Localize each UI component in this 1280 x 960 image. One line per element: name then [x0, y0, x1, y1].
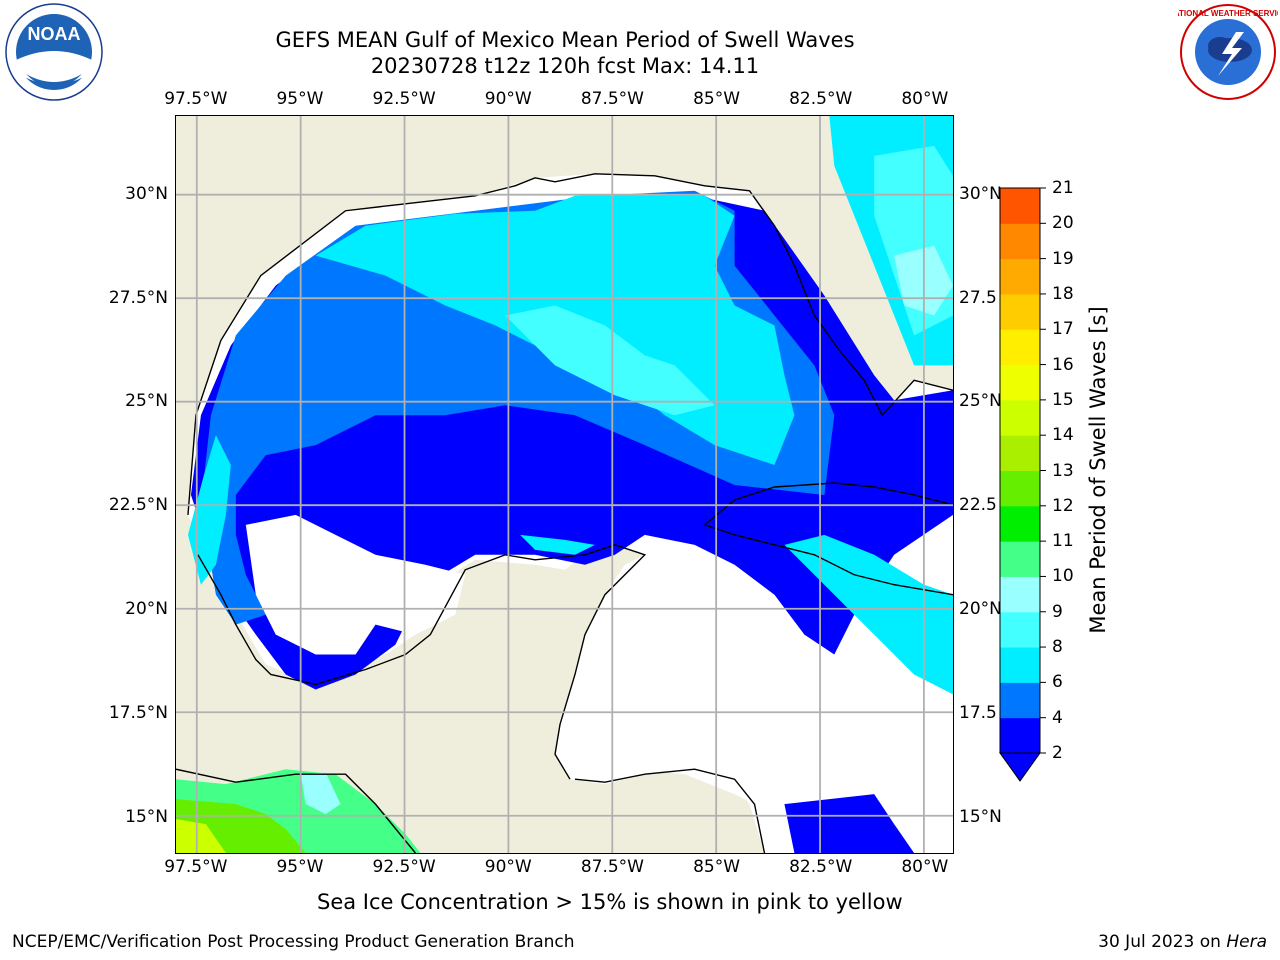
swell-region-pacific-cyan [300, 772, 341, 815]
latitude-label-right: 22.5 [959, 495, 997, 516]
longitude-label: 95°W [276, 857, 324, 877]
colorbar-segment [1000, 188, 1040, 224]
latitude-label-right: 17.5 [959, 702, 997, 723]
colorbar-segment [1000, 293, 1040, 330]
coastline-central-america [176, 768, 416, 853]
noaa-logo-text: NOAA [28, 24, 81, 44]
coastline-cuba [704, 482, 953, 526]
colorbar-segment [1000, 470, 1040, 507]
chart-subtitle: 20230728 t12z 120h fcst Max: 14.11 [370, 54, 760, 78]
colorbar-tick-label: 6 [1052, 672, 1063, 693]
longitude-label: 87.5°W [580, 89, 644, 109]
colorbar-segment [1000, 682, 1040, 719]
colorbar-label: Mean Period of Swell Waves [s] [1086, 306, 1110, 634]
colorbar-tick-label: 2 [1052, 743, 1063, 763]
longitude-label: 97.5°W [164, 857, 228, 877]
longitude-label: 80°W [901, 89, 949, 109]
swell-region-pacific-max [176, 819, 226, 853]
colorbar [999, 187, 1046, 782]
colorbar-tick-label: 13 [1052, 460, 1074, 481]
colorbar-under-triangle [999, 752, 1041, 782]
colorbar-tick-label: 19 [1052, 248, 1074, 269]
chart-title: GEFS MEAN Gulf of Mexico Mean Period of … [275, 28, 855, 52]
colorbar-segment [1000, 258, 1040, 295]
latitude-label-right: 20°N [959, 599, 1002, 620]
swell-region-8s [505, 305, 715, 416]
colorbar-segment [1000, 223, 1040, 260]
latitude-label-right: 30°N [959, 183, 1002, 204]
colorbar-tick-label: 21 [1052, 178, 1074, 198]
colorbar-segment [1000, 576, 1040, 613]
latitude-label-right: 25°N [959, 391, 1002, 412]
coastline-yucatan [197, 544, 647, 780]
longitude-label: 82.5°W [789, 89, 853, 109]
colorbar-tick-label: 16 [1052, 354, 1074, 375]
colorbar-segment [1000, 541, 1040, 577]
colorbar-segment [1000, 435, 1040, 471]
longitude-label: 92.5°W [372, 89, 436, 109]
swell-region-6s-caribbean [784, 534, 953, 695]
colorbar-tick-label: 18 [1052, 283, 1074, 304]
longitude-label: 92.5°W [372, 857, 436, 877]
colorbar-segment [1000, 364, 1040, 401]
coastline-cuba-south [704, 524, 953, 596]
latitude-label-right: 27.5 [959, 287, 997, 308]
latitude-label: 22.5°N [108, 495, 168, 516]
colorbar-segment [1000, 329, 1040, 366]
colorbar-segment [1000, 647, 1040, 683]
colorbar-tick-label: 14 [1052, 425, 1074, 446]
latitude-label-right: 15°N [959, 806, 1002, 827]
map-grid [176, 116, 953, 853]
colorbar-tick-label: 20 [1052, 213, 1074, 234]
colorbar-tick-label: 9 [1052, 601, 1063, 622]
latitude-label: 27.5°N [108, 287, 168, 308]
latitude-label: 25°N [125, 391, 168, 412]
swell-region-6s-west [187, 435, 231, 585]
colorbar-tick-label: 15 [1052, 389, 1074, 410]
longitude-label: 95°W [276, 89, 324, 109]
swell-region-2-4s-south [784, 794, 915, 853]
latitude-label: 17.5°N [108, 702, 168, 723]
longitude-label: 90°W [484, 89, 532, 109]
footer-host: Hera [1226, 932, 1267, 952]
sea-ice-note: Sea Ice Concentration > 15% is shown in … [317, 890, 903, 914]
longitude-label: 82.5°W [789, 857, 853, 877]
colorbar-tick-label: 17 [1052, 319, 1074, 340]
colorbar-tick-label: 10 [1052, 566, 1074, 587]
colorbar-segment [1000, 399, 1040, 436]
footer-credit: NCEP/EMC/Verification Post Processing Pr… [12, 932, 575, 952]
longitude-label: 97.5°W [164, 89, 228, 109]
coastline-honduras [574, 768, 766, 853]
noaa-logo: NOAA [5, 3, 103, 101]
colorbar-segment [1000, 611, 1040, 648]
swell-region-6s-south [520, 534, 595, 555]
colorbar-tick-label: 11 [1052, 531, 1074, 552]
colorbar-tick-label: 4 [1052, 707, 1063, 728]
latitude-label: 20°N [125, 599, 168, 620]
nws-logo: NATIONAL WEATHER SERVICE [1178, 4, 1278, 100]
longitude-label: 85°W [693, 89, 741, 109]
colorbar-tick-label: 12 [1052, 495, 1074, 516]
longitude-label: 90°W [484, 857, 532, 877]
latitude-label: 30°N [125, 183, 168, 204]
longitude-label: 80°W [901, 857, 949, 877]
coastline-gulf [187, 173, 953, 515]
latitude-label: 15°N [125, 806, 168, 827]
footer-date-text: 30 Jul 2023 on [1098, 932, 1227, 952]
svg-text:NATIONAL WEATHER SERVICE: NATIONAL WEATHER SERVICE [1178, 9, 1278, 18]
colorbar-segment [1000, 505, 1040, 542]
longitude-label: 87.5°W [580, 857, 644, 877]
footer-date: 30 Jul 2023 on Hera [1098, 932, 1267, 952]
map-panel [175, 115, 954, 854]
colorbar-tick-label: 8 [1052, 637, 1063, 658]
colorbar-segment [1000, 717, 1040, 754]
longitude-label: 85°W [693, 857, 741, 877]
